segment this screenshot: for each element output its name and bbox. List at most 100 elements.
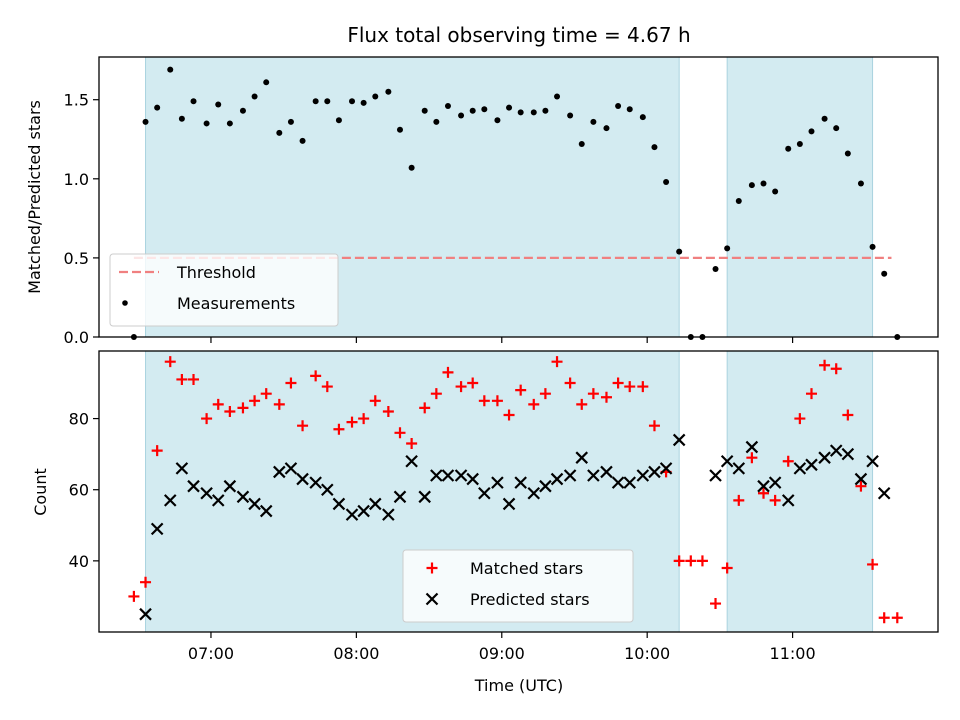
matched-stars-point — [673, 555, 685, 567]
measurements-point — [567, 112, 574, 119]
predicted-stars-point — [150, 522, 164, 536]
predicted-stars-point — [163, 494, 177, 507]
predicted-stars-point — [805, 458, 818, 472]
legend-label: Measurements — [177, 294, 295, 313]
matched-stars-point — [600, 391, 612, 403]
measurements-point — [869, 243, 876, 250]
measurements-point — [506, 104, 513, 111]
measurements-point — [796, 141, 803, 148]
predicted-stars-point — [200, 487, 213, 500]
matched-stars-point — [805, 388, 817, 400]
predicted-stars-point — [478, 487, 491, 500]
measurements-point — [676, 248, 683, 255]
measurements-point — [226, 120, 233, 127]
legend-label: Predicted stars — [470, 590, 590, 609]
matched-stars-point — [564, 377, 576, 389]
measurements-point — [349, 98, 356, 105]
measurements-point — [444, 103, 451, 110]
matched-stars-point — [442, 366, 454, 378]
matched-stars-point — [867, 558, 879, 570]
measurements-point — [324, 98, 331, 105]
measurements-point — [360, 99, 367, 106]
matched-stars-point — [346, 416, 358, 428]
measurements-point — [239, 107, 246, 114]
measurements-point — [881, 270, 888, 277]
x-axis-label: Time (UTC) — [474, 676, 563, 695]
matched-stars-point — [140, 576, 152, 588]
matched-stars-point — [201, 413, 213, 425]
measurements-point — [263, 79, 270, 86]
plot-frame — [98, 350, 939, 633]
measurements-point — [167, 66, 174, 73]
matched-stars-point — [648, 420, 660, 432]
matched-stars-point — [419, 402, 431, 414]
measurements-point — [615, 103, 622, 110]
measurements-point — [396, 126, 403, 133]
measurements-point — [894, 334, 901, 340]
predicted-stars-point — [527, 487, 541, 500]
predicted-stars-point — [418, 490, 431, 504]
matched-stars-point — [855, 480, 867, 492]
measurements-point — [299, 137, 306, 144]
matched-stars-point — [721, 562, 733, 574]
matched-stars-point — [128, 590, 140, 602]
predicted-stars-point — [223, 479, 237, 493]
matched-stars-point — [224, 405, 236, 417]
matched-stars-point — [394, 427, 406, 439]
predicted-stars-point — [368, 497, 382, 511]
measurements-point — [469, 107, 476, 114]
measurements-point — [494, 117, 501, 124]
shaded-interval-1 — [726, 56, 874, 338]
matched-stars-point — [551, 356, 563, 368]
matched-stars-point — [528, 398, 540, 410]
matched-stars-point — [176, 373, 188, 385]
predicted-stars-point — [793, 462, 807, 475]
legend-label: Matched stars — [470, 559, 583, 578]
predicted-stars-point — [757, 479, 770, 493]
predicted-stars-point — [139, 607, 152, 621]
matched-stars-point — [151, 445, 163, 457]
measurements-point — [603, 125, 610, 132]
y-tick-label: 1.5 — [64, 91, 89, 110]
matched-stars-point — [285, 377, 297, 389]
measurements-point — [530, 109, 537, 116]
measurements-point — [687, 334, 694, 340]
legend-x-swatch — [425, 592, 439, 606]
measurements-point — [178, 115, 185, 122]
matched-stars-point — [478, 395, 490, 407]
matched-stars-point — [782, 455, 794, 467]
measurements-point — [335, 117, 342, 124]
matched-stars-point — [830, 363, 842, 375]
measurements-point — [542, 107, 549, 114]
predicted-stars-point — [175, 462, 189, 475]
measurements-point — [190, 98, 197, 105]
matched-stars-point — [587, 388, 599, 400]
predicted-stars-point — [636, 469, 650, 482]
measurements-point — [590, 118, 597, 125]
legend-dot-swatch — [122, 300, 128, 306]
predicted-stars-point — [332, 497, 346, 511]
measurements-point — [712, 265, 719, 272]
measurements-point — [699, 334, 706, 340]
matched-stars-point — [576, 398, 588, 410]
matched-stars-point — [369, 395, 381, 407]
matched-stars-point — [467, 377, 479, 389]
predicted-stars-point — [841, 447, 855, 461]
predicted-stars-point — [259, 504, 273, 518]
matched-stars-point — [188, 373, 200, 385]
predicted-stars-point — [502, 497, 516, 511]
predicted-stars-point — [187, 479, 200, 493]
measurements-point — [154, 104, 161, 111]
measurements-point — [385, 88, 392, 95]
predicted-stars-point — [672, 433, 686, 447]
matched-stars-point — [297, 420, 309, 432]
measurements-point — [760, 180, 767, 187]
measurements-point — [408, 164, 415, 171]
predicted-stars-point — [575, 451, 589, 464]
measurements-point — [857, 180, 864, 187]
predicted-stars-point — [430, 469, 443, 482]
predicted-stars-point — [781, 494, 795, 507]
measurements-point — [735, 197, 742, 204]
measurements-point — [433, 118, 440, 125]
